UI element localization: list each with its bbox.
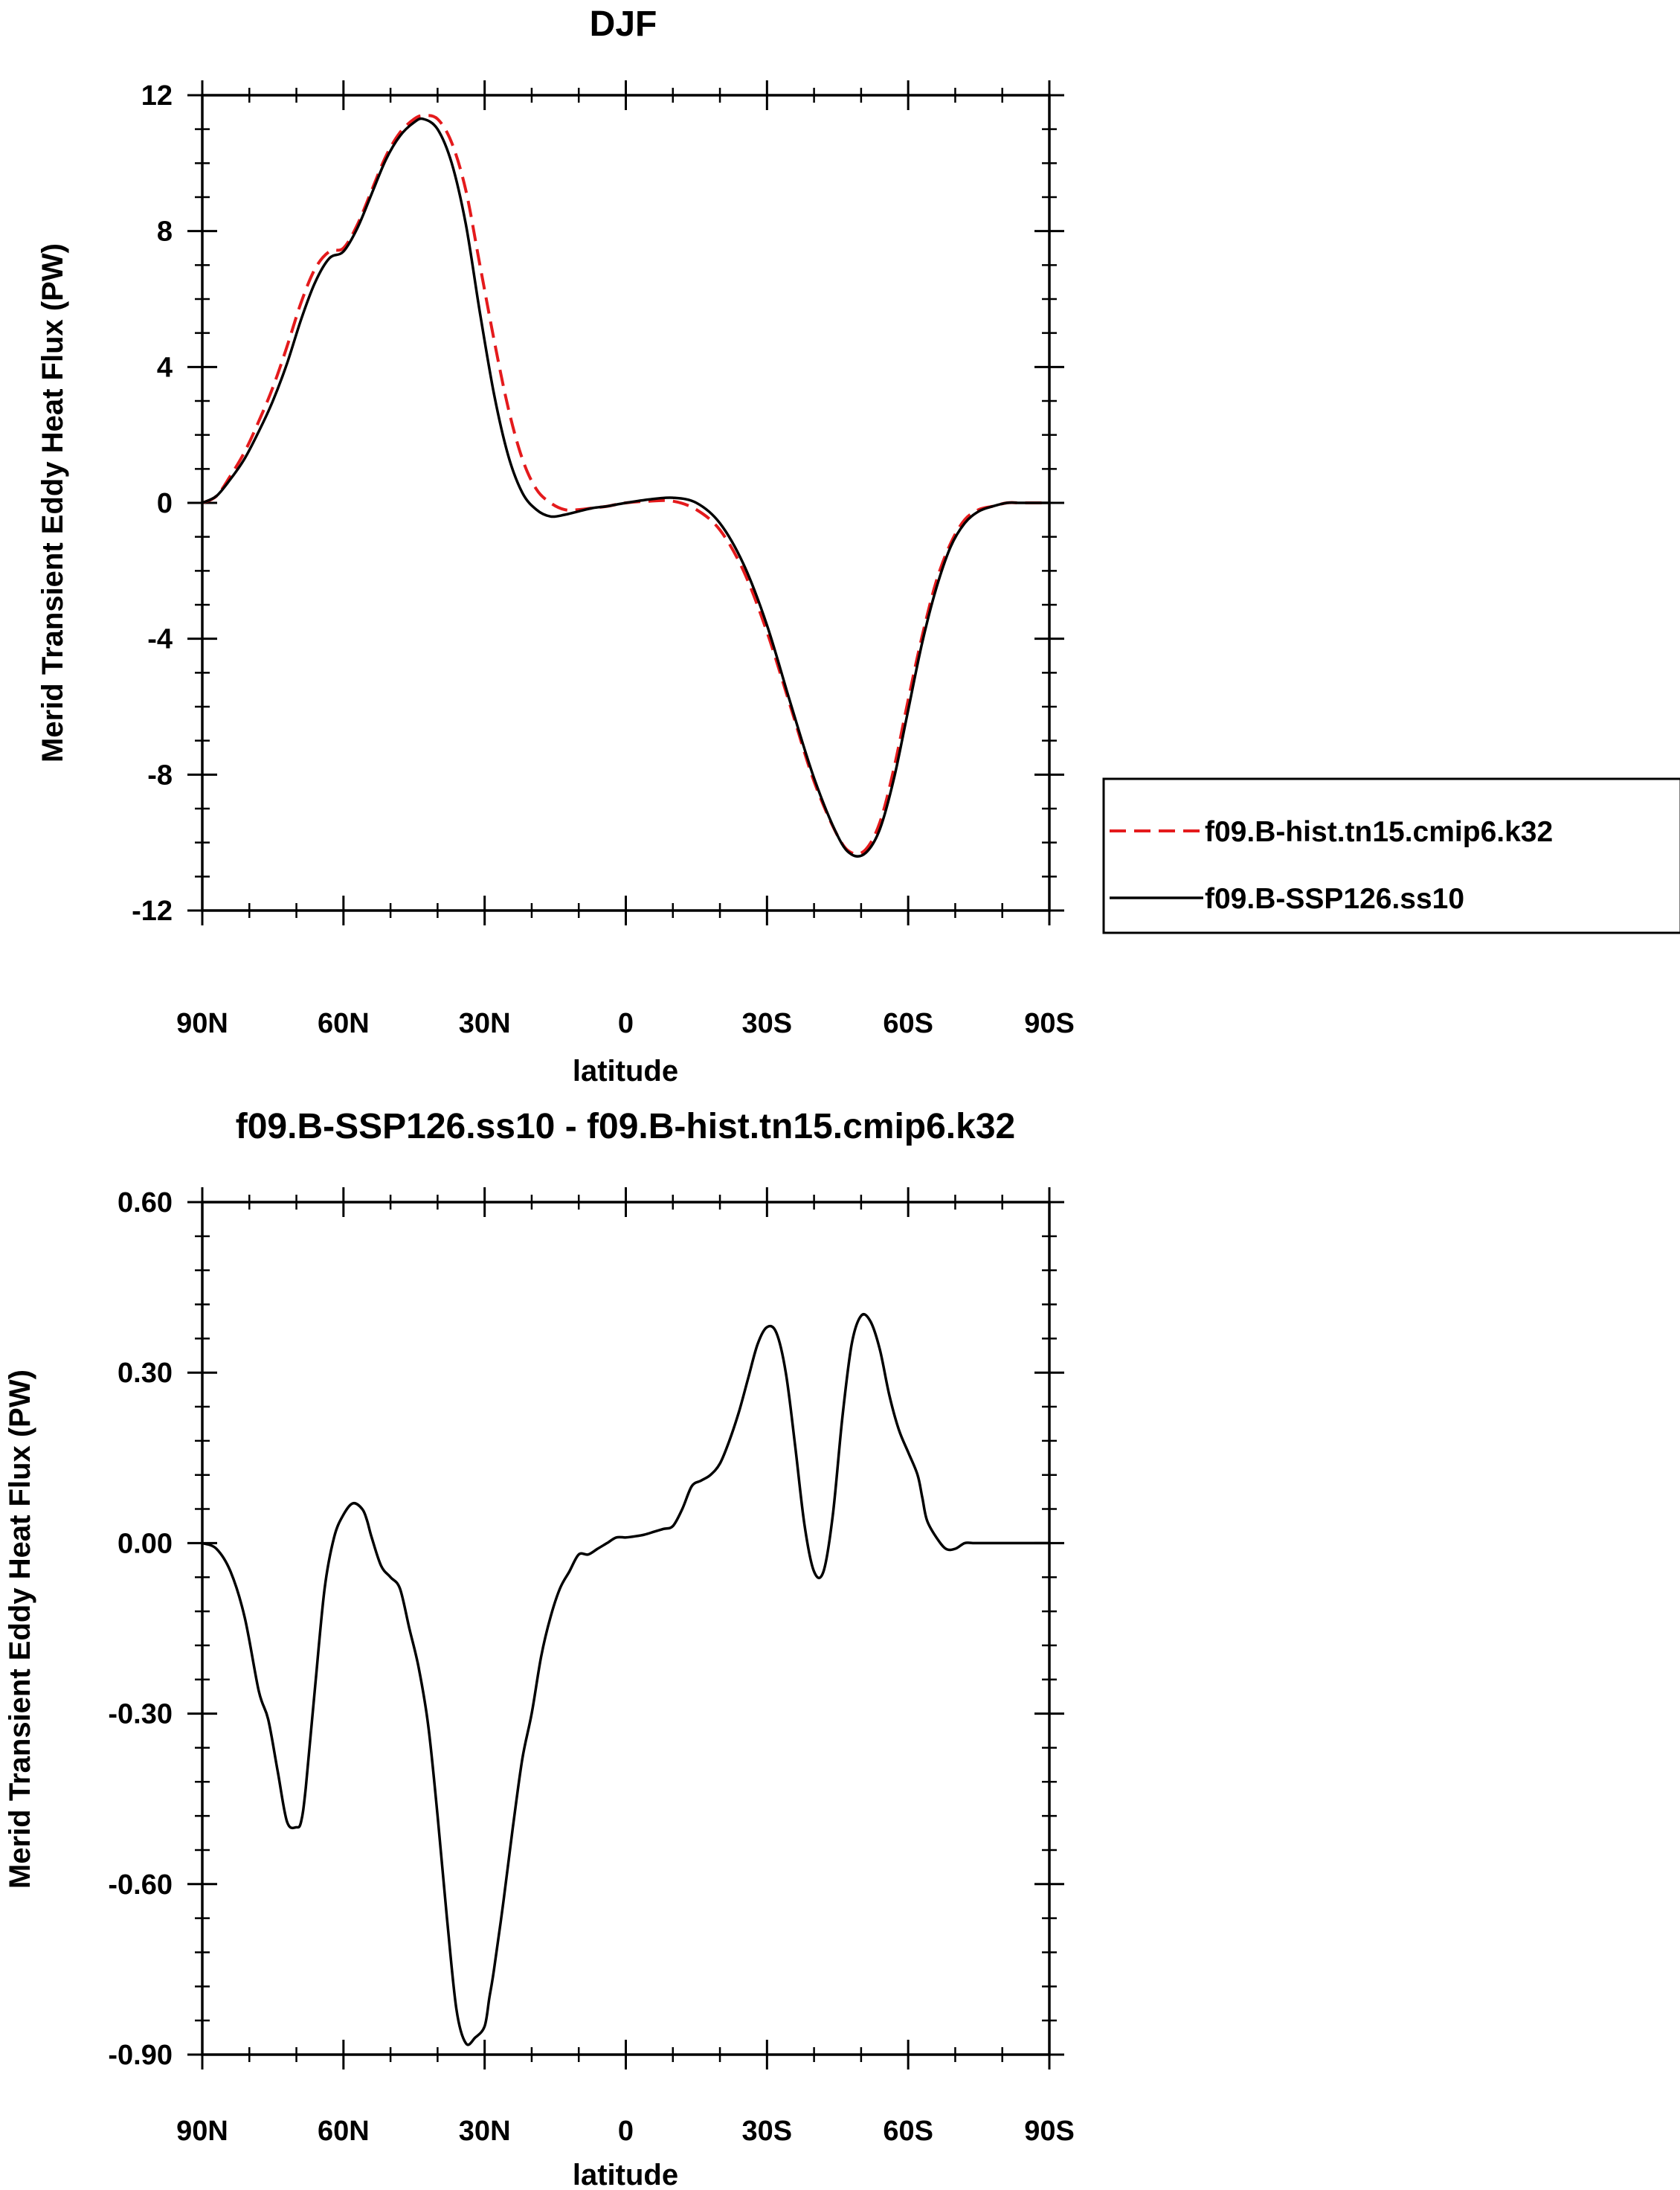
y-tick-label: 0.30 [118,1358,173,1389]
difference-title: f09.B-SSP126.ss10 - f09.B-hist.tn15.cmip… [236,1107,1015,1146]
x-tick-label: 60N [318,1008,370,1039]
x-tick-label: 30S [742,1008,793,1039]
legend-label-hist: f09.B-hist.tn15.cmip6.k32 [1205,816,1553,848]
series-line-ssp126 [202,117,1049,858]
x-tick-label: 90N [176,1008,228,1039]
series-line-difference [202,1313,1049,2046]
x-tick-label: 0 [618,1008,634,1039]
difference-series-lines [202,1313,1049,2046]
djf-x-tick-labels: 90N 60N 30N 0 30S 60S 90S [176,1008,1075,1039]
series-line-hist [202,114,1049,856]
y-tick-label: 0 [157,488,173,519]
difference-minor-ticks [195,1195,1057,2062]
x-tick-label: 30N [459,2116,511,2147]
y-tick-label: 0.00 [118,1528,173,1559]
x-tick-label: 0 [618,2116,634,2147]
y-tick-label: 12 [141,80,173,112]
legend-box [1102,777,1680,934]
y-tick-label: 4 [157,352,173,383]
y-tick-label: -4 [147,624,173,655]
x-tick-label: 90S [1024,2116,1075,2147]
y-tick-label: -12 [132,896,173,927]
difference-xlabel: latitude [573,2159,678,2190]
difference-ylabel: Merid Transient Eddy Heat Flux (PW) [4,1369,36,1889]
y-tick-label: -0.30 [108,1699,173,1730]
djf-series-lines [202,114,1049,858]
djf-xlabel: latitude [573,1055,678,1088]
y-tick-label: 8 [157,216,173,248]
djf-ylabel: Merid Transient Eddy Heat Flux (PW) [36,243,69,762]
djf-title: DJF [590,4,657,44]
y-tick-label: 0.60 [118,1187,173,1218]
djf-y-tick-labels: -12 -8 -4 0 4 8 12 [132,80,173,927]
djf-legend: f09.B-hist.tn15.cmip6.k32 f09.B-SSP126.s… [1102,777,1680,934]
x-tick-label: 90N [176,2116,228,2147]
difference-x-tick-labels: 90N 60N 30N 0 30S 60S 90S [176,2116,1075,2147]
y-tick-label: -0.90 [108,2040,173,2071]
difference-y-tick-labels: -0.90 -0.60 -0.30 0.00 0.30 0.60 [108,1187,173,2071]
y-tick-label: -8 [147,760,173,791]
difference-plot-frame [201,1201,1051,2056]
djf-panel: DJF -12 -8 -4 0 4 8 12 90N 60N 30N 0 30S 60S 90S lat… [36,4,1680,1088]
x-tick-label: 90S [1024,1008,1075,1039]
legend-label-ssp: f09.B-SSP126.ss10 [1205,883,1464,915]
x-tick-label: 30N [459,1008,511,1039]
x-tick-label: 60S [883,1008,933,1039]
x-tick-label: 30S [742,2116,793,2147]
x-tick-label: 60S [883,2116,933,2147]
y-tick-label: -0.60 [108,1869,173,1901]
difference-panel: f09.B-SSP126.ss10 - f09.B-hist.tn15.cmip… [4,1107,1075,2190]
x-tick-label: 60N [318,2116,370,2147]
difference-major-ticks [187,1187,1064,2069]
djf-plot-frame [201,94,1051,912]
